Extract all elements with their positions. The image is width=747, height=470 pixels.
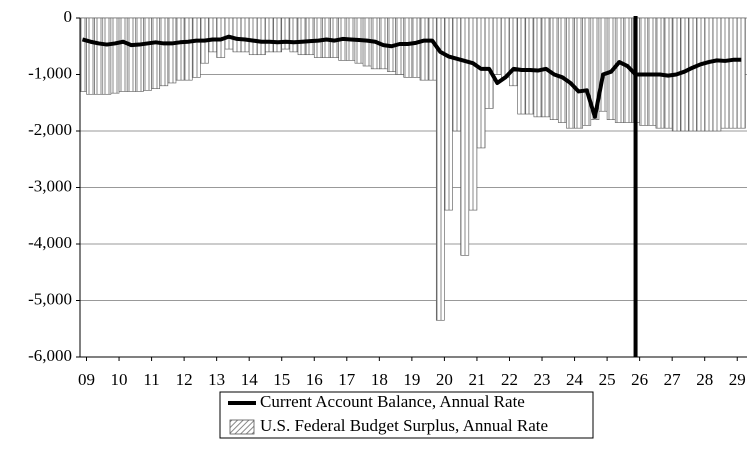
x-tick-label: 10 (111, 370, 128, 389)
x-tick-label: 29 (729, 370, 746, 389)
bar (240, 17, 250, 53)
legend-frame (219, 391, 594, 439)
bar (582, 17, 592, 126)
bar (452, 17, 461, 132)
bar (460, 17, 470, 256)
bar (517, 17, 527, 115)
x-tick-label: 26 (631, 370, 648, 389)
bar (435, 17, 445, 321)
x-tick-label: 19 (403, 370, 420, 389)
bar (574, 17, 583, 129)
bar (647, 17, 657, 126)
line (81, 34, 742, 119)
bar (126, 17, 136, 92)
x-tick-label: 15 (273, 370, 290, 389)
bar (110, 17, 120, 94)
x-tick-label: 17 (338, 370, 356, 389)
bar (102, 17, 112, 95)
plot-area (80, 17, 746, 321)
bar (313, 17, 323, 58)
bar (736, 17, 746, 129)
bar (720, 17, 730, 129)
bar (175, 17, 185, 81)
bar (728, 17, 738, 129)
bar (411, 17, 421, 78)
bar (639, 17, 649, 126)
x-tick-label: 27 (664, 370, 682, 389)
y-tick-label: -4,000 (28, 233, 72, 252)
bar (248, 17, 258, 56)
bar (444, 17, 453, 211)
bar (143, 17, 152, 91)
bar (135, 17, 144, 92)
x-tick-label: 12 (176, 370, 193, 389)
x-tick-label: 22 (501, 370, 518, 389)
x-tick-label: 13 (208, 370, 225, 389)
bar (86, 17, 95, 95)
bar (305, 17, 315, 56)
bar (167, 17, 177, 84)
bar (289, 17, 299, 53)
bar (281, 17, 291, 50)
bar (208, 17, 217, 53)
bar (232, 17, 242, 53)
bar (94, 17, 104, 95)
bar (566, 17, 575, 129)
bar (549, 17, 559, 120)
bar (427, 17, 437, 81)
bar (118, 17, 128, 92)
bar (297, 17, 307, 56)
bar (696, 17, 706, 132)
bar (663, 17, 673, 129)
bar (476, 17, 486, 149)
y-tick-label: -2,000 (28, 120, 72, 139)
x-tick-label: 21 (468, 370, 485, 389)
bar (712, 17, 722, 132)
y-tick-label: -3,000 (28, 176, 72, 195)
bar (704, 17, 714, 132)
y-tick-label: 0 (64, 7, 73, 26)
bar (525, 17, 535, 115)
y-tick-label: -5,000 (28, 289, 72, 308)
bar (183, 17, 193, 81)
x-tick-label: 14 (241, 370, 259, 389)
x-tick-label: 16 (306, 370, 323, 389)
x-tick-label: 24 (566, 370, 584, 389)
legend-label: U.S. Federal Budget Surplus, Annual Rate (260, 416, 548, 435)
legend-label: Current Account Balance, Annual Rate (260, 392, 525, 411)
bar (492, 17, 502, 75)
bar (533, 17, 543, 118)
bar (151, 17, 161, 89)
bar (191, 17, 201, 78)
bar (509, 17, 518, 87)
y-tick-label: -6,000 (28, 346, 72, 365)
bar (688, 17, 697, 132)
x-tick-label: 25 (599, 370, 616, 389)
bar (159, 17, 169, 87)
x-tick-label: 23 (534, 370, 551, 389)
y-tick-label: -1,000 (28, 63, 72, 82)
x-tick-label: 11 (143, 370, 159, 389)
legend-swatch (229, 419, 255, 435)
bar (557, 17, 567, 123)
bar (224, 17, 234, 50)
bar (614, 17, 624, 123)
bar (468, 17, 478, 211)
x-tick-label: 20 (436, 370, 453, 389)
bar (501, 17, 510, 78)
bar (330, 17, 339, 58)
x-tick-label: 18 (371, 370, 388, 389)
bar (273, 17, 283, 53)
bar (419, 17, 429, 81)
bar (403, 17, 413, 78)
x-tick-label: 28 (696, 370, 713, 389)
bar (265, 17, 274, 53)
bar (484, 17, 494, 109)
bar (257, 17, 266, 56)
x-tick-label: 09 (78, 370, 95, 389)
